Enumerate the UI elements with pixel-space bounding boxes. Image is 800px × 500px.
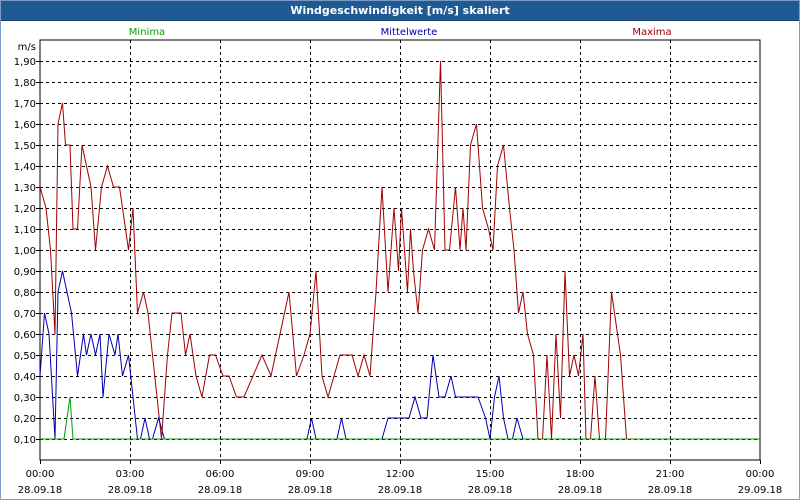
y-axis-label: m/s xyxy=(18,42,36,53)
series-line-maxima xyxy=(39,60,760,440)
x-tick-time: 15:00 xyxy=(476,469,505,480)
legend-mittelwerte: Mittelwerte xyxy=(381,27,438,38)
y-tick-label: 0,50 xyxy=(14,351,36,362)
y-tick-label: 1,80 xyxy=(14,78,36,89)
y-tick-label: 0,70 xyxy=(14,309,36,320)
x-tick-time: 06:00 xyxy=(206,469,235,480)
y-tick-label: 0,30 xyxy=(14,393,36,404)
y-tick-label: 1,60 xyxy=(14,120,36,131)
y-tick-label: 0,60 xyxy=(14,330,36,341)
x-tick-time: 12:00 xyxy=(386,469,415,480)
y-tick-label: 1,30 xyxy=(14,183,36,194)
x-tick-date: 28.09.18 xyxy=(198,485,243,496)
y-tick-label: 1,40 xyxy=(14,162,36,173)
y-tick-label: 1,70 xyxy=(14,99,36,110)
y-tick-label: 1,90 xyxy=(14,57,36,68)
x-tick-date: 29.09.18 xyxy=(738,485,783,496)
y-tick-label: 1,00 xyxy=(14,246,36,257)
x-tick-date: 28.09.18 xyxy=(558,485,603,496)
x-tick-date: 28.09.18 xyxy=(378,485,423,496)
x-tick-time: 18:00 xyxy=(566,469,595,480)
x-tick-time: 00:00 xyxy=(746,469,775,480)
x-tick-time: 03:00 xyxy=(116,469,145,480)
y-tick-label: 1,50 xyxy=(14,141,36,152)
x-tick-date: 28.09.18 xyxy=(288,485,333,496)
y-tick-label: 1,20 xyxy=(14,204,36,215)
x-tick-time: 09:00 xyxy=(296,469,325,480)
y-tick-label: 0,90 xyxy=(14,267,36,278)
x-tick-date: 28.09.18 xyxy=(108,485,153,496)
y-tick-label: 0,20 xyxy=(14,414,36,425)
y-tick-label: 0,40 xyxy=(14,372,36,383)
x-tick-date: 28.09.18 xyxy=(648,485,693,496)
legend-minima: Minima xyxy=(129,27,165,38)
y-tick-label: 0,80 xyxy=(14,288,36,299)
y-tick-label: 1,10 xyxy=(14,225,36,236)
y-tick-label: 0,10 xyxy=(14,435,36,446)
series-line-minima xyxy=(40,396,760,440)
x-tick-date: 28.09.18 xyxy=(468,485,513,496)
chart-title: Windgeschwindigkeit [m/s] skaliert xyxy=(1,1,799,21)
legend-maxima: Maxima xyxy=(632,27,671,38)
x-tick-date: 28.09.18 xyxy=(18,485,63,496)
x-tick-time: 00:00 xyxy=(26,469,55,480)
x-tick-time: 21:00 xyxy=(656,469,685,480)
